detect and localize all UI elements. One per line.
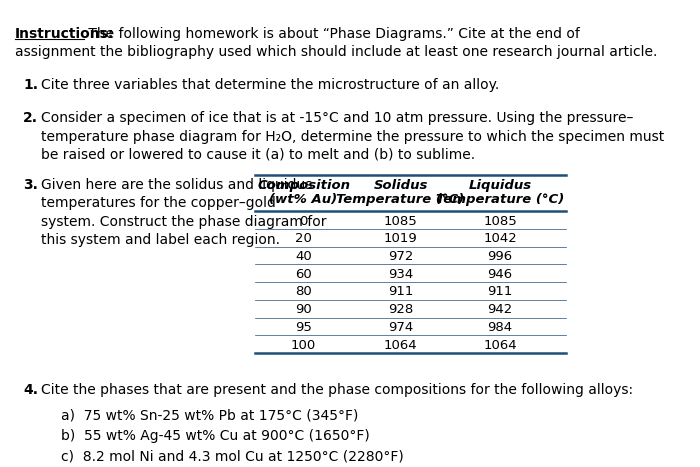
Text: The following homework is about “Phase Diagrams.” Cite at the end of: The following homework is about “Phase D… (84, 27, 580, 41)
Text: 3.: 3. (23, 178, 38, 192)
Text: Cite the phases that are present and the phase compositions for the following al: Cite the phases that are present and the… (41, 383, 634, 397)
Text: assignment the bibliography used which should include at least one research jour: assignment the bibliography used which s… (15, 45, 657, 59)
Text: Solidus: Solidus (373, 179, 428, 192)
Text: 972: 972 (388, 250, 413, 263)
Text: Instructions:: Instructions: (15, 27, 114, 41)
Text: 95: 95 (295, 321, 312, 334)
Text: 1042: 1042 (483, 232, 517, 245)
Text: 928: 928 (388, 303, 413, 316)
Text: Temperature (°C): Temperature (°C) (436, 193, 564, 206)
Text: 911: 911 (388, 285, 413, 298)
Text: Cite three variables that determine the microstructure of an alloy.: Cite three variables that determine the … (41, 78, 500, 92)
Text: 934: 934 (388, 268, 413, 281)
Text: Temperature (°C): Temperature (°C) (337, 193, 465, 206)
Text: Composition: Composition (257, 179, 350, 192)
Text: c)  8.2 mol Ni and 4.3 mol Cu at 1250°C (2280°F): c) 8.2 mol Ni and 4.3 mol Cu at 1250°C (… (60, 449, 403, 463)
Text: 40: 40 (295, 250, 312, 263)
Text: a)  75 wt% Sn-25 wt% Pb at 175°C (345°F): a) 75 wt% Sn-25 wt% Pb at 175°C (345°F) (60, 409, 358, 423)
Text: 1.: 1. (23, 78, 38, 92)
Text: be raised or lowered to cause it (a) to melt and (b) to sublime.: be raised or lowered to cause it (a) to … (41, 148, 475, 162)
Text: 0: 0 (300, 214, 308, 227)
Text: 1019: 1019 (384, 232, 417, 245)
Text: 974: 974 (388, 321, 413, 334)
Text: 20: 20 (295, 232, 312, 245)
Text: system. Construct the phase diagram for: system. Construct the phase diagram for (41, 215, 327, 229)
Text: 946: 946 (487, 268, 512, 281)
Text: 996: 996 (487, 250, 512, 263)
Text: 1085: 1085 (384, 214, 417, 227)
Text: 1064: 1064 (384, 339, 417, 352)
Text: Liquidus: Liquidus (468, 179, 531, 192)
Text: (wt% Au): (wt% Au) (270, 193, 337, 206)
Text: Consider a specimen of ice that is at -15°C and 10 atm pressure. Using the press: Consider a specimen of ice that is at -1… (41, 111, 634, 125)
Text: 2.: 2. (23, 111, 38, 125)
Text: 942: 942 (487, 303, 512, 316)
Text: 60: 60 (295, 268, 312, 281)
Text: 4.: 4. (23, 383, 38, 397)
Text: 90: 90 (295, 303, 312, 316)
Text: temperature phase diagram for H₂O, determine the pressure to which the specimen : temperature phase diagram for H₂O, deter… (41, 129, 665, 143)
Text: 80: 80 (295, 285, 312, 298)
Text: 1064: 1064 (483, 339, 517, 352)
Text: b)  55 wt% Ag-45 wt% Cu at 900°C (1650°F): b) 55 wt% Ag-45 wt% Cu at 900°C (1650°F) (60, 429, 370, 443)
Text: 911: 911 (487, 285, 512, 298)
Text: this system and label each region.: this system and label each region. (41, 233, 281, 247)
Text: Given here are the solidus and liquidus: Given here are the solidus and liquidus (41, 178, 313, 192)
Text: 100: 100 (291, 339, 316, 352)
Text: 984: 984 (487, 321, 512, 334)
Text: temperatures for the copper–gold: temperatures for the copper–gold (41, 196, 276, 210)
Text: 1085: 1085 (483, 214, 517, 227)
